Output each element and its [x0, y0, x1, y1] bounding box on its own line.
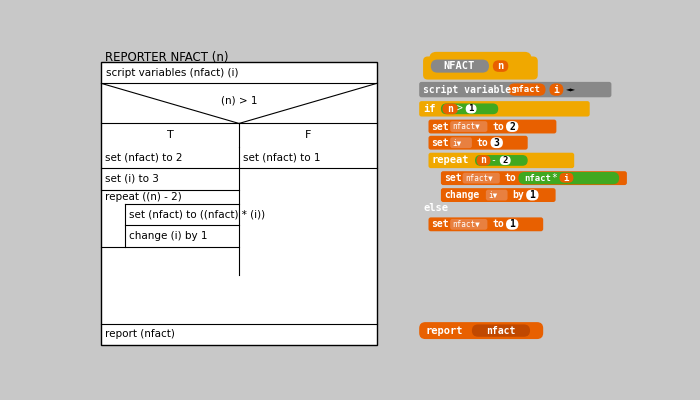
Text: set (nfact) to 2: set (nfact) to 2	[105, 152, 183, 162]
Text: set: set	[432, 219, 449, 229]
Text: to: to	[492, 122, 504, 132]
Text: 1: 1	[468, 104, 474, 113]
FancyBboxPatch shape	[559, 173, 573, 183]
FancyBboxPatch shape	[491, 137, 503, 148]
FancyBboxPatch shape	[508, 84, 545, 96]
Text: 1: 1	[529, 190, 536, 200]
Text: if: if	[423, 104, 435, 114]
FancyBboxPatch shape	[429, 52, 531, 66]
Text: REPORTER NFACT (n): REPORTER NFACT (n)	[104, 51, 228, 64]
FancyBboxPatch shape	[428, 120, 556, 134]
Text: i: i	[564, 174, 569, 183]
Text: to: to	[477, 138, 489, 148]
Text: to: to	[492, 219, 504, 229]
FancyBboxPatch shape	[450, 137, 472, 148]
FancyBboxPatch shape	[428, 218, 543, 231]
Text: report (nfact): report (nfact)	[105, 330, 175, 340]
FancyBboxPatch shape	[428, 153, 574, 168]
Text: NFACT: NFACT	[444, 61, 475, 71]
Text: nfact▼: nfact▼	[465, 174, 493, 183]
Text: 1: 1	[510, 219, 515, 229]
Text: set: set	[432, 138, 449, 148]
FancyBboxPatch shape	[430, 60, 489, 73]
Text: -: -	[490, 156, 496, 166]
Text: script variables: script variables	[423, 84, 517, 94]
FancyBboxPatch shape	[441, 171, 627, 185]
Text: set (nfact) to 1: set (nfact) to 1	[243, 152, 321, 162]
FancyBboxPatch shape	[463, 173, 500, 184]
Text: i▼: i▼	[452, 138, 462, 147]
Text: nfact▼: nfact▼	[452, 220, 480, 229]
Text: i: i	[554, 84, 559, 94]
FancyBboxPatch shape	[442, 104, 458, 114]
Text: else: else	[423, 203, 448, 213]
Text: 2: 2	[510, 122, 515, 132]
Text: set: set	[444, 173, 461, 183]
FancyBboxPatch shape	[477, 155, 491, 166]
Text: repeat: repeat	[432, 156, 469, 166]
FancyBboxPatch shape	[423, 56, 538, 80]
Text: ◄►: ◄►	[566, 85, 577, 94]
Text: (n) > 1: (n) > 1	[220, 95, 258, 105]
Text: set: set	[432, 122, 449, 132]
FancyBboxPatch shape	[506, 219, 519, 230]
Text: F: F	[304, 130, 311, 140]
Text: 2: 2	[503, 156, 508, 165]
FancyBboxPatch shape	[419, 101, 589, 116]
FancyBboxPatch shape	[441, 104, 498, 114]
FancyBboxPatch shape	[419, 82, 611, 97]
Text: change (i) by 1: change (i) by 1	[129, 231, 207, 241]
Text: set (i) to 3: set (i) to 3	[105, 174, 159, 184]
FancyBboxPatch shape	[441, 188, 556, 202]
FancyBboxPatch shape	[419, 322, 543, 339]
FancyBboxPatch shape	[450, 219, 487, 230]
Text: n: n	[447, 104, 453, 114]
FancyBboxPatch shape	[475, 155, 528, 166]
FancyBboxPatch shape	[500, 156, 511, 165]
Text: nfact: nfact	[514, 85, 540, 94]
FancyBboxPatch shape	[493, 60, 508, 72]
Text: repeat ((n) - 2): repeat ((n) - 2)	[105, 192, 182, 202]
FancyBboxPatch shape	[526, 190, 538, 200]
FancyBboxPatch shape	[450, 121, 487, 132]
FancyBboxPatch shape	[486, 190, 508, 200]
FancyBboxPatch shape	[506, 121, 519, 132]
Text: 3: 3	[494, 138, 500, 148]
Bar	[102, 62, 377, 345]
Text: nfact▼: nfact▼	[452, 122, 480, 131]
Text: by: by	[512, 190, 524, 200]
FancyBboxPatch shape	[550, 84, 564, 96]
Text: change: change	[444, 190, 480, 200]
FancyBboxPatch shape	[519, 172, 619, 184]
FancyBboxPatch shape	[472, 324, 530, 337]
Text: nfact: nfact	[486, 326, 515, 336]
Text: script variables (nfact) (i): script variables (nfact) (i)	[106, 68, 239, 78]
Text: T: T	[167, 130, 174, 140]
Text: i▼: i▼	[488, 190, 498, 200]
FancyBboxPatch shape	[466, 104, 477, 114]
Text: n: n	[481, 156, 486, 166]
Text: n: n	[498, 61, 504, 71]
Text: set (nfact) to ((nfact) * (i)): set (nfact) to ((nfact) * (i))	[129, 209, 265, 219]
FancyBboxPatch shape	[428, 136, 528, 150]
Text: nfact: nfact	[524, 174, 551, 183]
Text: to: to	[505, 173, 516, 183]
Text: >: >	[456, 104, 463, 114]
Text: report: report	[426, 326, 463, 336]
Text: *: *	[552, 173, 558, 183]
